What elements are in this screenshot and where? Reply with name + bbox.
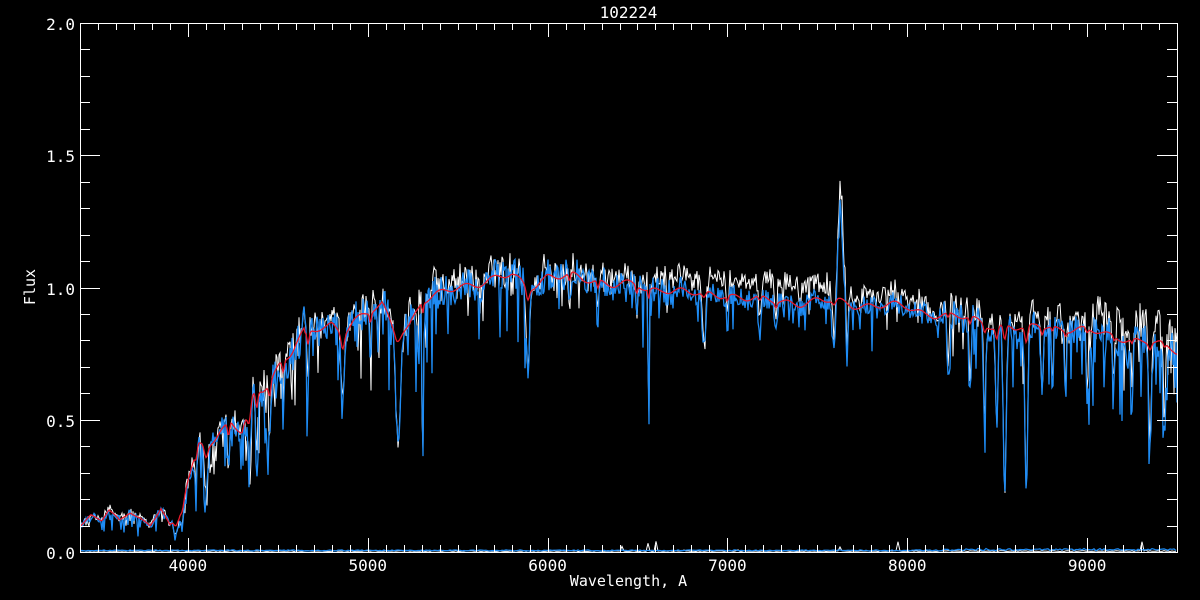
y-tick-label: 2.0 <box>46 15 75 34</box>
axes-frame <box>80 23 1178 553</box>
model-spectrum-red <box>80 271 1177 528</box>
y-tick-label: 1.5 <box>46 147 75 167</box>
x-tick-label: 4000 <box>168 556 208 575</box>
y-tick-label: 1.0 <box>46 279 75 299</box>
x-axis-label: Wavelength, A <box>569 572 688 590</box>
spectra-layer <box>80 180 1177 552</box>
x-tick-label: 5000 <box>348 556 387 575</box>
y-tick-label: 0.5 <box>46 411 75 431</box>
page-title: 102224 <box>599 3 658 22</box>
x-tick-label: 6000 <box>528 556 567 575</box>
noise-floor-blue <box>80 547 1177 552</box>
observed-spectrum-blue <box>80 199 1177 541</box>
x-tick-label: 7000 <box>708 556 747 575</box>
y-tick-label: 0.0 <box>46 544 75 563</box>
x-tick-label: 8000 <box>887 556 927 575</box>
x-tick-label: 9000 <box>1067 556 1107 575</box>
